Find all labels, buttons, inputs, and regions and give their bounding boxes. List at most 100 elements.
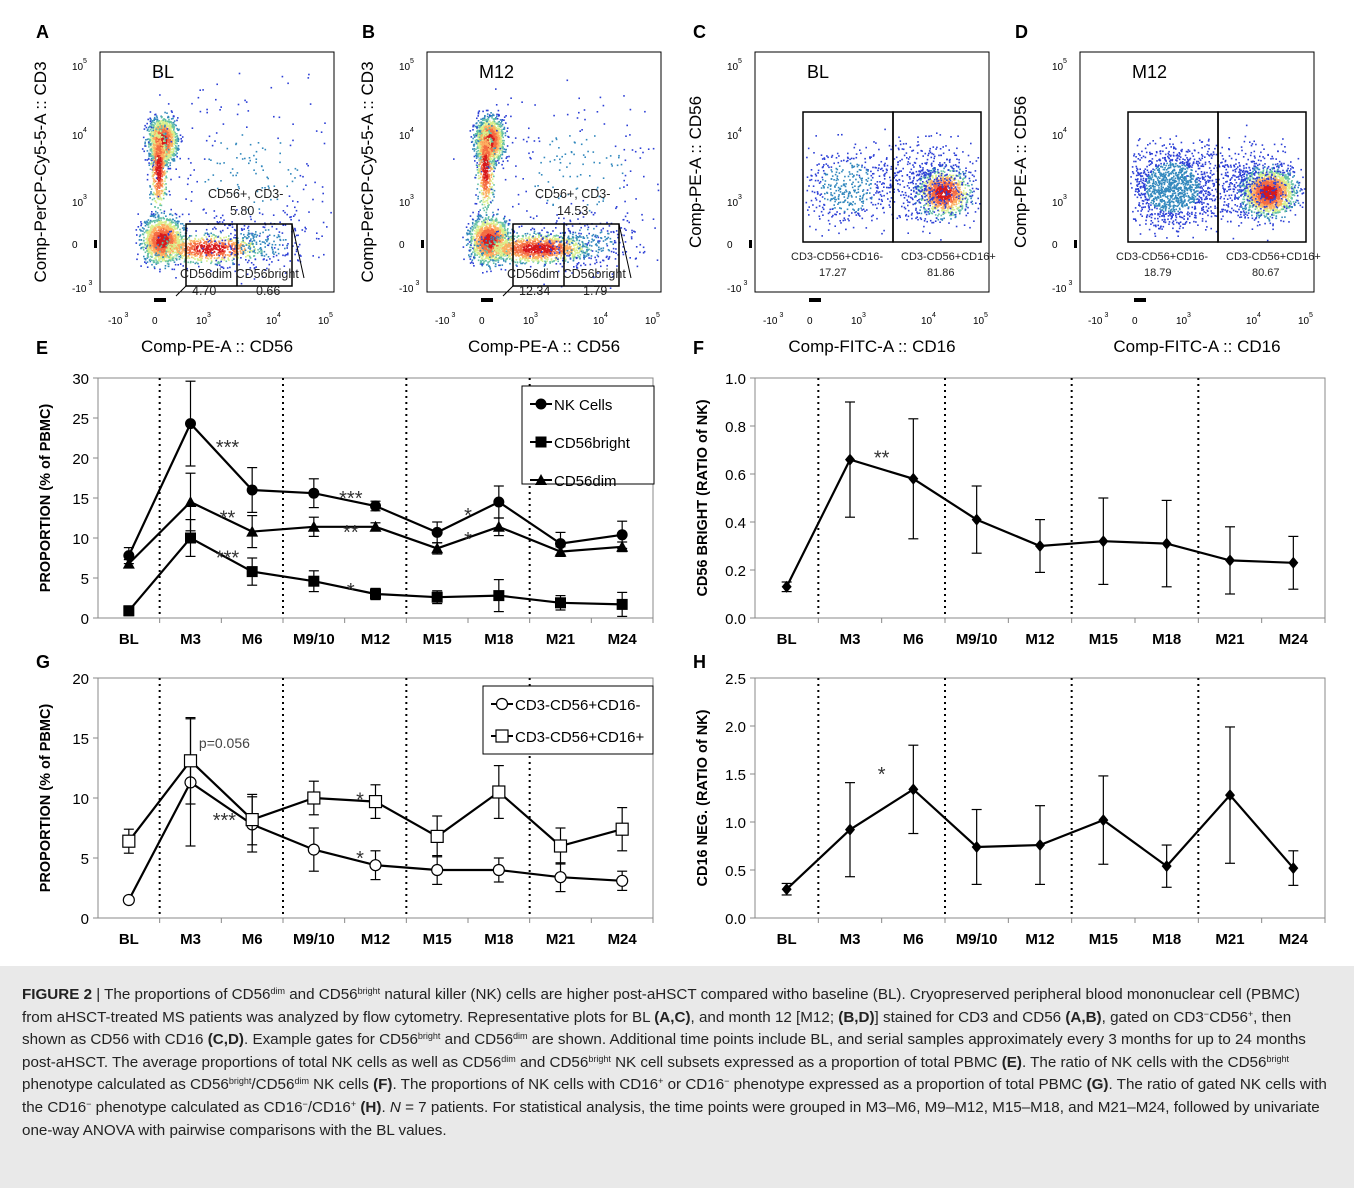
series-nk-cells — [123, 380, 628, 565]
y-tick-label: 0.5 — [725, 863, 746, 880]
subgate-dim-value: 4.70 — [192, 284, 216, 298]
data-point — [781, 883, 792, 896]
flow-y-tick: -10 — [727, 284, 742, 295]
flow-y-tick: 10 — [72, 131, 84, 142]
panel-letter-d: D — [1015, 22, 1028, 42]
x-category-label: M12 — [361, 931, 390, 948]
flow-y-tick-exp: 3 — [83, 194, 87, 201]
flow-y-tick: -10 — [72, 284, 87, 295]
panel-letter-h: H — [693, 652, 706, 672]
flow-y-tick: 10 — [727, 131, 739, 142]
subgate-bright-value: 0.66 — [256, 284, 280, 298]
x-category-label: BL — [777, 631, 797, 648]
data-point — [1035, 839, 1045, 852]
flow-y-tick: 10 — [1052, 131, 1064, 142]
flow-x-tick-exp: 3 — [862, 312, 866, 319]
flow-y-tick: 10 — [1052, 198, 1064, 209]
significance-annotation: * — [356, 848, 364, 870]
legend-label: NK Cells — [554, 397, 612, 414]
x-category-label: M21 — [546, 931, 575, 948]
y-axis-label: CD16 NEG. (RATIO of NK) — [695, 709, 711, 886]
flow-y-tick: 0 — [399, 240, 405, 251]
data-point — [122, 557, 135, 569]
flow-frame — [754, 51, 990, 293]
data-point — [535, 398, 547, 410]
data-point — [185, 418, 196, 430]
flow-events — [453, 79, 660, 289]
x-category-label: M21 — [1215, 631, 1244, 648]
flow-events — [135, 72, 332, 285]
data-point — [493, 496, 505, 508]
x-category-label: BL — [119, 931, 139, 948]
significance-annotation: * — [464, 505, 472, 527]
flow-x-tick-exp: 4 — [1257, 312, 1261, 319]
data-point — [246, 484, 258, 496]
gate-right-value: 80.67 — [1252, 267, 1280, 279]
data-point — [615, 822, 629, 836]
significance-annotation: p=0.056 — [199, 735, 250, 751]
y-tick-label: 1.0 — [725, 815, 746, 832]
flow-frame — [1079, 51, 1315, 293]
flow-y-tick-exp: 4 — [410, 127, 414, 134]
flow-axis-mark — [1074, 240, 1077, 248]
y-axis-label: PROPORTION (% of PBMC) — [38, 404, 54, 593]
flow-x-tick: 10 — [593, 316, 605, 327]
flow-y-tick-exp: 5 — [83, 58, 87, 65]
data-point — [845, 453, 855, 466]
flow-x-tick-exp: 5 — [1309, 312, 1313, 319]
data-point — [1035, 540, 1045, 552]
flow-sample-label: BL — [152, 62, 174, 82]
flow-y-tick-exp: 4 — [738, 127, 742, 134]
y-axis-label: PROPORTION (% of PBMC) — [38, 704, 54, 893]
flow-x-tick: 0 — [807, 316, 813, 327]
gate-cd16-pos — [1217, 111, 1307, 243]
x-category-label: M12 — [1025, 931, 1054, 948]
flow-y-tick: 10 — [727, 198, 739, 209]
series-cd3-cd56-cd16- — [122, 716, 629, 865]
flow-x-tick-exp: 5 — [329, 312, 333, 319]
x-category-label: M3 — [180, 631, 201, 648]
data-point — [616, 874, 629, 887]
data-point — [308, 575, 320, 587]
x-category-label: M12 — [1025, 631, 1054, 648]
data-point — [246, 566, 258, 578]
flow-y-label: Comp-PE-A :: CD56 — [1011, 96, 1030, 248]
flow-y-tick-exp: 3 — [416, 280, 420, 287]
data-point — [493, 590, 505, 602]
significance-annotation: * — [347, 580, 355, 602]
flow-y-tick: 10 — [72, 198, 84, 209]
flow-x-tick-exp: 5 — [656, 312, 660, 319]
flow-y-tick: -10 — [399, 284, 414, 295]
data-point — [616, 598, 628, 610]
y-tick-label: 0 — [81, 611, 89, 628]
y-tick-label: 15 — [72, 731, 89, 748]
data-point — [845, 823, 855, 836]
data-point — [368, 795, 383, 809]
gate-left-value: 18.79 — [1144, 267, 1172, 279]
series-cd56bright — [123, 519, 628, 617]
flow-sample-label: M12 — [1132, 62, 1167, 82]
plot-frame — [754, 677, 1326, 919]
flow-x-tick-exp: 3 — [125, 312, 129, 319]
flow-x-tick: -10 — [108, 316, 123, 327]
y-tick-label: 2.0 — [725, 719, 746, 736]
x-category-label: M12 — [361, 631, 390, 648]
x-category-label: BL — [777, 931, 797, 948]
subgate-bright-value: 1.79 — [583, 284, 607, 298]
gate-label: CD56+, CD3- — [535, 187, 610, 201]
data-point — [431, 526, 443, 538]
flow-frame — [99, 51, 335, 293]
y-tick-label: 0.0 — [725, 911, 746, 928]
data-point — [123, 550, 135, 562]
chart-e: PROPORTION (% of PBMC) 0 5 10 15 20 25 30 BL M3 M6… — [38, 371, 655, 648]
subgate-label: CD56dim CD56bright — [180, 267, 299, 281]
flow-x-tick-exp: 3 — [207, 312, 211, 319]
data-point — [245, 813, 259, 827]
flow-y-tick-exp: 4 — [83, 127, 87, 134]
chart-g: PROPORTION (% of PBMC) 0 5 10 15 20 BL M3 M6 M9/1… — [38, 671, 654, 948]
flow-y-tick-exp: 3 — [1069, 280, 1073, 287]
flow-x-tick: -10 — [763, 316, 778, 327]
flow-x-tick: -10 — [1088, 316, 1103, 327]
data-point — [370, 588, 381, 600]
